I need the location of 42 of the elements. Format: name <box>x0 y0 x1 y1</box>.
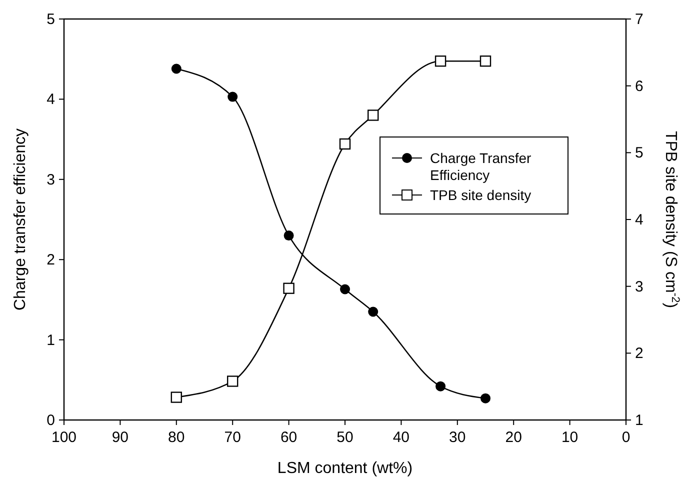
y2-tick-label: 2 <box>635 345 644 362</box>
y-tick-label: 4 <box>46 91 55 108</box>
point <box>284 230 294 241</box>
y2-tick-label: 1 <box>635 412 644 429</box>
legend-label: Charge Transfer Efficiency <box>430 150 532 183</box>
point <box>171 64 182 74</box>
x-tick-label: 60 <box>280 429 298 446</box>
x-tick-label: 100 <box>51 429 77 446</box>
point <box>436 381 446 392</box>
y2-tick-label: 7 <box>635 11 644 28</box>
legend-label: TPB site density <box>430 187 532 203</box>
point <box>227 376 238 387</box>
x-tick-label: 80 <box>168 429 185 446</box>
point <box>228 92 238 102</box>
x-tick-label: 0 <box>622 429 630 446</box>
x-tick-label: 90 <box>112 429 129 446</box>
y-tick-label: 3 <box>46 171 55 188</box>
y-tick-label: 5 <box>46 11 55 28</box>
y2-tick-label: 5 <box>635 144 644 162</box>
x-tick-label: 40 <box>392 429 410 446</box>
x-tick-label: 20 <box>505 429 522 446</box>
y-tick-label: 2 <box>46 252 55 269</box>
point <box>368 306 378 317</box>
y2-tick-label: 6 <box>635 78 644 95</box>
x-tick-label: 10 <box>561 429 578 446</box>
x-tick-label: 50 <box>336 429 354 446</box>
y-tick-label: 1 <box>46 332 55 349</box>
point <box>434 56 446 67</box>
x-tick-label: 30 <box>449 429 466 446</box>
point <box>368 110 379 121</box>
point <box>339 138 351 150</box>
y-axis-title: Charge transfer efficiency <box>12 128 29 311</box>
point <box>340 284 350 294</box>
point <box>170 392 182 403</box>
y2-tick-label: 3 <box>635 278 644 296</box>
x-tick-label: 70 <box>224 429 241 446</box>
point <box>283 282 294 294</box>
y2-tick-label: 4 <box>635 212 644 228</box>
y-tick-label: 0 <box>46 412 55 429</box>
x-axis-title: LSM content (wt%) <box>277 460 413 477</box>
point <box>480 393 490 404</box>
point <box>480 56 492 67</box>
